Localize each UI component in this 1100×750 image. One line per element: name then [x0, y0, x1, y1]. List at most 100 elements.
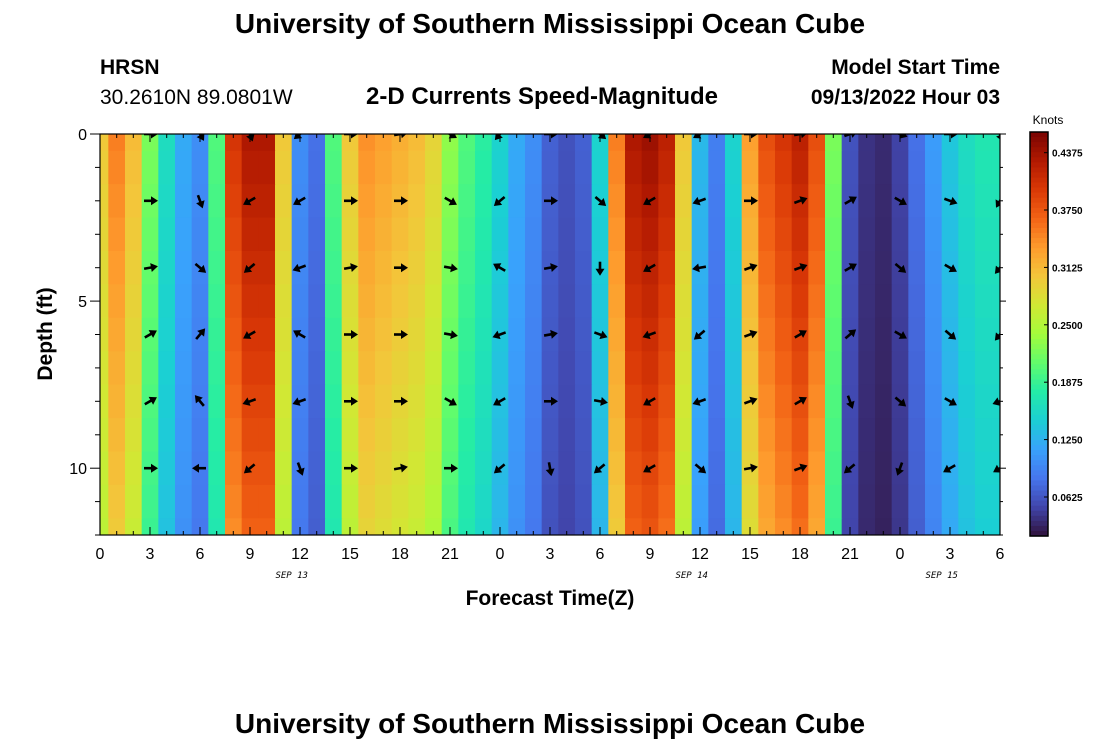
arrow-head: [151, 134, 158, 139]
current-arrow: [544, 396, 558, 406]
heatmap-cell: [100, 484, 109, 519]
heatmap-cell: [325, 217, 343, 252]
heatmap-cell: [791, 284, 809, 319]
colorbar-segment: [1030, 475, 1048, 482]
heatmap-cell: [925, 134, 943, 152]
heatmap-cell: [358, 250, 376, 285]
heatmap-cell: [958, 518, 976, 535]
heatmap-cell: [808, 351, 826, 386]
arrow-head: [243, 264, 253, 273]
heatmap-cell: [941, 484, 959, 519]
heatmap-cell: [708, 284, 726, 319]
y-axis-label: Depth (ft): [34, 287, 57, 380]
heatmap-cell: [641, 418, 659, 453]
heatmap-cell: [758, 250, 776, 285]
heatmap-cell: [658, 217, 676, 252]
colorbar-segment: [1030, 409, 1048, 416]
heatmap-cell: [141, 351, 159, 386]
heatmap-cell: [958, 384, 976, 419]
heatmap-cell: [858, 351, 876, 386]
current-arrow: [144, 463, 158, 473]
arrow-head: [750, 463, 758, 473]
heatmap-cell: [475, 317, 493, 352]
heatmap-cell: [558, 451, 576, 486]
heatmap-cell: [308, 418, 326, 453]
colorbar-segment: [1030, 238, 1048, 244]
arrow-head: [643, 264, 652, 273]
heatmap-cell: [875, 384, 893, 419]
heatmap-cell: [758, 217, 776, 252]
heatmap-cell: [958, 134, 976, 152]
heatmap-cell: [908, 250, 926, 285]
heatmap-cell: [225, 451, 243, 486]
arrow-head: [493, 465, 503, 474]
heatmap-cell: [100, 451, 109, 486]
colorbar-segment: [1030, 323, 1048, 330]
heatmap-cell: [475, 451, 493, 486]
colorbar-tick-label: 0.0625: [1052, 493, 1083, 504]
heatmap-cell: [808, 284, 826, 319]
heatmap-cell: [608, 384, 626, 419]
colorbar-tick-label: 0.2500: [1052, 321, 1083, 332]
heatmap-cell: [191, 217, 209, 252]
arrow-head: [401, 396, 408, 406]
arrow-head: [351, 396, 358, 406]
heatmap-cell: [825, 451, 843, 486]
heatmap-cell: [258, 284, 276, 319]
heatmap-cell: [908, 217, 926, 252]
colorbar-segment: [1030, 328, 1048, 335]
heatmap-cell: [775, 134, 793, 152]
heatmap-cell: [625, 484, 643, 519]
heatmap-cell: [625, 184, 643, 219]
arrow-head: [798, 330, 807, 338]
heatmap-cell: [308, 317, 326, 352]
heatmap-cell: [208, 518, 226, 535]
heatmap-cell: [325, 518, 343, 535]
colorbar-segment: [1030, 399, 1048, 406]
heatmap-cell: [975, 451, 993, 486]
heatmap-cell: [708, 418, 726, 453]
heatmap-cell: [941, 351, 959, 386]
heatmap-cell: [258, 384, 276, 419]
current-arrow: [943, 464, 956, 473]
heatmap-cell: [308, 384, 326, 419]
arrow-head: [451, 463, 458, 473]
heatmap-cell: [358, 217, 376, 252]
heatmap-cell: [241, 284, 259, 319]
arrow-head: [597, 197, 607, 206]
heatmap-cell: [441, 518, 459, 535]
heatmap-cell: [725, 451, 743, 486]
heatmap-cell: [525, 150, 543, 185]
heatmap-cell: [575, 418, 593, 453]
heatmap-cell: [925, 418, 943, 453]
date-label: SEP 13: [275, 571, 308, 581]
heatmap-cell: [708, 384, 726, 419]
colorbar-segment: [1030, 404, 1048, 411]
heatmap-cell: [625, 317, 643, 352]
heatmap-cell: [791, 351, 809, 386]
heatmap-cell: [725, 418, 743, 453]
heatmap-cell: [158, 150, 176, 185]
heatmap-cell: [408, 418, 426, 453]
colorbar-segment: [1030, 217, 1048, 224]
current-arrow: [692, 263, 707, 273]
colorbar-segment: [1030, 197, 1048, 204]
heatmap-cell: [175, 217, 193, 252]
heatmap-cell: [875, 418, 893, 453]
heatmap-cell: [758, 150, 776, 185]
heatmap-cell: [100, 317, 109, 352]
heatmap-cell: [775, 317, 793, 352]
heatmap-cell: [375, 418, 393, 453]
heatmap-cell: [825, 134, 843, 152]
heatmap-cell: [775, 418, 793, 453]
heatmap-cell: [625, 217, 643, 252]
arrow-head: [351, 196, 358, 206]
heatmap-cell: [558, 284, 576, 319]
heatmap-cell: [325, 250, 343, 285]
current-arrow: [144, 330, 157, 339]
current-arrow: [194, 262, 207, 273]
heatmap-cell: [258, 217, 276, 252]
heatmap-cell: [358, 384, 376, 419]
heatmap-cell: [875, 484, 893, 519]
heatmap-cell: [958, 418, 976, 453]
